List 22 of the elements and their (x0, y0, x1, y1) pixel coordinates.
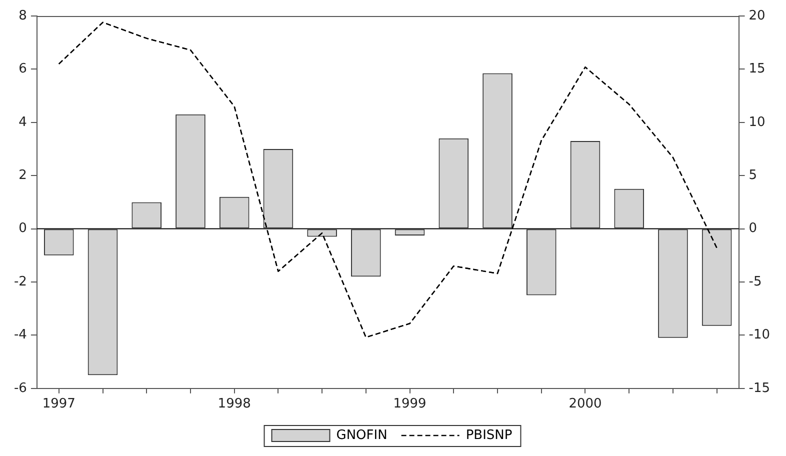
x-tick-label: 1998 (218, 396, 251, 412)
y-tick-label: 0 (18, 221, 27, 236)
y-tick-label: -4 (14, 328, 27, 343)
y-tick-label: 4 (18, 114, 27, 130)
y-tick-label: -6 (14, 380, 27, 396)
x-tick-label: 2000 (568, 396, 602, 412)
y-tick-label: -2 (14, 274, 27, 290)
y-tick-label: 8 (18, 8, 27, 24)
y2-tick-label: -15 (748, 380, 770, 396)
legend-label: GNOFIN (336, 428, 388, 443)
legend-label: PBISNP (466, 428, 512, 443)
y2-tick-label: -5 (748, 274, 762, 290)
y2-tick-label: 20 (748, 8, 766, 24)
y-tick-label: 6 (18, 62, 27, 77)
x-tick-label: 1999 (393, 396, 426, 412)
y2-tick-label: 10 (748, 114, 766, 130)
y2-tick-label: 0 (748, 221, 758, 236)
y2-tick-label: -10 (748, 328, 770, 343)
x-tick-label: 1997 (42, 396, 76, 412)
y-tick-label: 2 (18, 168, 27, 183)
y2-tick-label: 5 (748, 168, 758, 183)
y2-tick-label: 15 (748, 62, 766, 77)
